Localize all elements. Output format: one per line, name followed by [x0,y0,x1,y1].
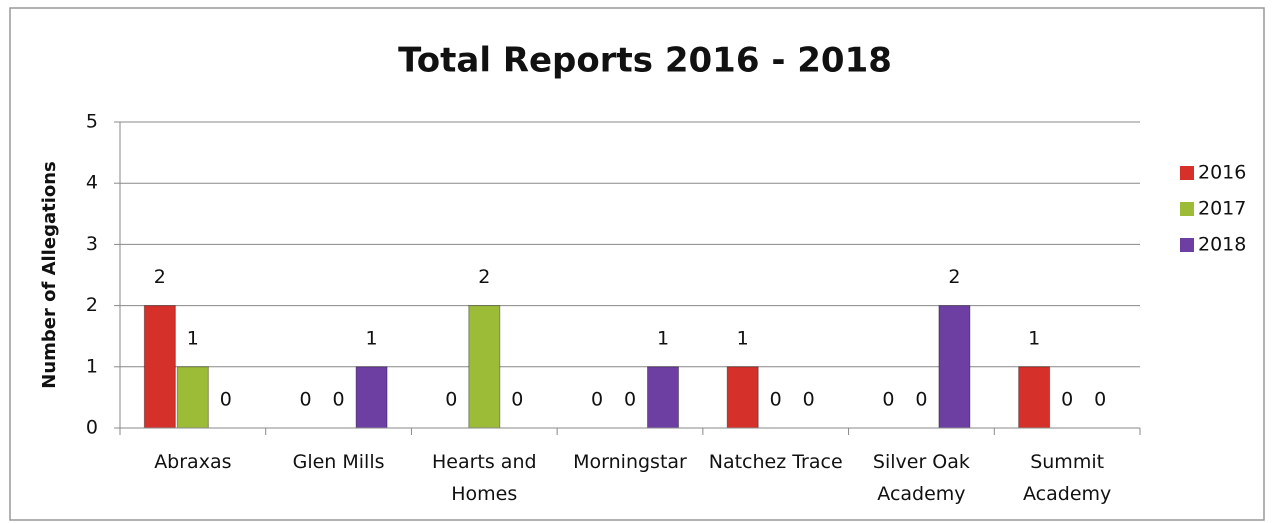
data-label: 1 [1028,327,1040,349]
data-label: 0 [333,389,345,411]
legend-swatch [1180,202,1194,216]
bar [143,305,176,429]
data-label: 1 [366,327,378,349]
x-tick-label: Hearts and Homes [431,451,537,505]
data-label: 1 [657,327,669,349]
x-tick-label: Abraxas [154,451,232,473]
bar [176,366,209,429]
bar [726,366,759,429]
legend-label: 2016 [1198,162,1246,184]
x-tick-label: Natchez Trace [708,451,843,473]
chart-title: Total Reports 2016 - 2018 [398,41,892,81]
data-label: 2 [154,266,166,288]
y-tick-label: 5 [86,111,98,133]
data-label: 0 [591,389,603,411]
x-tick-label: Morningstar [573,451,687,473]
data-label: 2 [478,266,490,288]
data-label: 0 [1094,389,1106,411]
data-label: 0 [882,389,894,411]
y-tick-label: 1 [86,355,98,377]
data-label: 0 [511,389,523,411]
legend-label: 2017 [1198,198,1246,220]
y-tick-label: 3 [86,233,98,255]
bar [647,366,679,429]
bar [468,305,501,429]
chart-border [9,7,1265,521]
legend-swatch [1180,166,1194,180]
bar [1018,366,1051,429]
data-label: 1 [737,327,749,349]
data-label: 0 [770,389,782,411]
data-label: 0 [300,389,312,411]
y-tick-label: 4 [86,172,98,194]
data-label: 0 [445,389,457,411]
y-axis-title: Number of Allegations [39,161,60,389]
data-label: 1 [187,327,199,349]
legend-swatch [1180,238,1194,252]
data-label: 0 [220,389,232,411]
y-tick-label: 0 [86,417,98,439]
x-tick-label: Glen Mills [292,451,385,473]
data-label: 2 [948,266,960,288]
legend-label: 2018 [1198,234,1246,256]
x-tick-label: Silver Oak Academy [872,451,970,505]
data-label: 0 [624,389,636,411]
data-label: 0 [803,389,815,411]
data-label: 0 [915,389,927,411]
x-tick-label: Summit Academy [1023,451,1112,505]
bar [355,366,388,429]
y-tick-label: 2 [86,294,98,316]
bar [938,305,971,429]
data-label: 0 [1061,389,1073,411]
